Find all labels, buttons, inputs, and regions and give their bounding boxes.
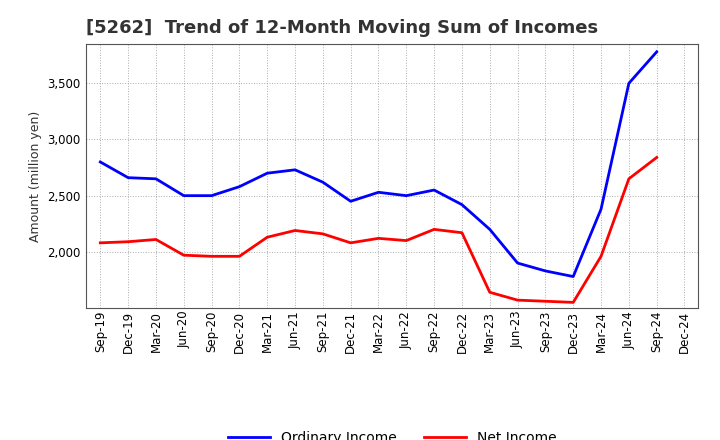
Net Income [597,254,606,259]
Ordinary Income [235,184,243,189]
Ordinary Income [152,176,161,181]
Net Income [485,290,494,295]
Ordinary Income [207,193,216,198]
Ordinary Income [263,171,271,176]
Net Income [179,253,188,258]
Net Income [569,300,577,305]
Net Income [96,240,104,246]
Net Income [207,254,216,259]
Net Income [458,230,467,235]
Ordinary Income [318,180,327,185]
Ordinary Income [597,206,606,212]
Ordinary Income [513,260,522,266]
Ordinary Income [624,81,633,86]
Net Income [263,235,271,240]
Ordinary Income [402,193,410,198]
Net Income [374,236,383,241]
Ordinary Income [652,49,661,55]
Ordinary Income [458,202,467,207]
Ordinary Income [430,187,438,193]
Net Income [430,227,438,232]
Text: [5262]  Trend of 12-Month Moving Sum of Incomes: [5262] Trend of 12-Month Moving Sum of I… [86,19,598,37]
Line: Ordinary Income: Ordinary Income [100,52,657,277]
Ordinary Income [291,167,300,172]
Net Income [235,254,243,259]
Net Income [513,297,522,303]
Ordinary Income [569,274,577,279]
Line: Net Income: Net Income [100,158,657,302]
Legend: Ordinary Income, Net Income: Ordinary Income, Net Income [222,426,562,440]
Ordinary Income [179,193,188,198]
Net Income [624,176,633,181]
Net Income [124,239,132,244]
Net Income [652,155,661,160]
Ordinary Income [485,227,494,232]
Ordinary Income [124,175,132,180]
Net Income [541,299,550,304]
Net Income [152,237,161,242]
Ordinary Income [541,268,550,274]
Ordinary Income [374,190,383,195]
Net Income [346,240,355,246]
Net Income [402,238,410,243]
Net Income [318,231,327,236]
Ordinary Income [346,198,355,204]
Net Income [291,228,300,233]
Y-axis label: Amount (million yen): Amount (million yen) [29,110,42,242]
Ordinary Income [96,159,104,165]
